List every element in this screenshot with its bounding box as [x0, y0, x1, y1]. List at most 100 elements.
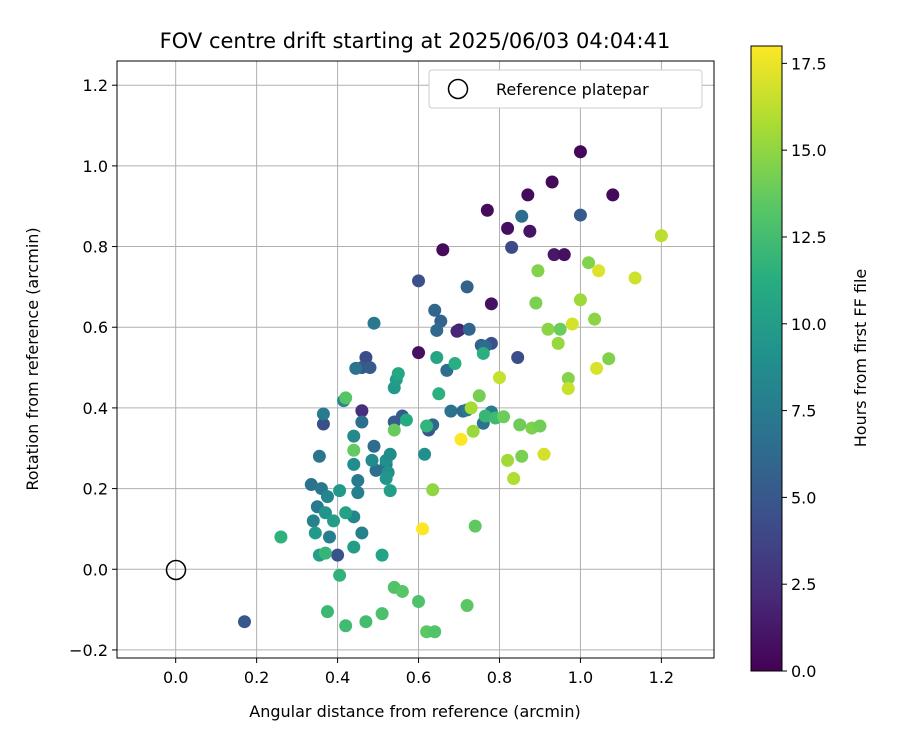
data-point	[444, 404, 458, 418]
data-point	[565, 317, 579, 331]
data-point	[359, 615, 373, 629]
data-point	[428, 625, 442, 639]
data-point	[606, 188, 620, 202]
data-point	[320, 605, 334, 619]
data-point	[339, 391, 353, 405]
data-point	[426, 483, 440, 497]
data-point	[573, 208, 587, 222]
x-tick-label: 0.2	[244, 668, 269, 687]
data-point	[515, 209, 529, 223]
data-point	[513, 418, 527, 432]
data-point	[460, 280, 474, 294]
data-point	[387, 423, 401, 437]
colorbar-tick-label: 12.5	[791, 228, 827, 247]
data-point	[351, 486, 365, 500]
colorbar-tick-label: 7.5	[791, 402, 816, 421]
grid-lines	[117, 61, 714, 658]
data-point	[551, 336, 565, 350]
legend-box	[428, 69, 703, 109]
data-point	[333, 484, 347, 498]
data-point	[412, 595, 426, 609]
y-axis-label: Rotation from reference (arcmin)	[23, 227, 42, 490]
y-tick-label: 0.4	[83, 399, 108, 418]
data-point	[561, 371, 575, 385]
data-point	[420, 419, 434, 433]
y-tick-label: 1.0	[83, 157, 108, 176]
data-point	[533, 419, 547, 433]
legend-marker-icon	[447, 78, 469, 100]
data-point	[654, 229, 668, 243]
data-point	[306, 514, 320, 528]
colorbar-tick-label: 17.5	[791, 54, 827, 73]
data-point	[460, 599, 474, 613]
data-point	[561, 382, 575, 396]
data-point	[545, 175, 559, 189]
legend: Reference platepar	[428, 69, 703, 109]
data-point	[375, 548, 389, 562]
data-point	[379, 471, 393, 485]
data-point	[347, 540, 361, 554]
data-point	[462, 322, 476, 336]
data-point	[322, 530, 336, 544]
colorbar-tick-label: 0.0	[791, 662, 816, 681]
data-point	[507, 471, 521, 485]
y-axis-ticks: −0.2 0.0 0.2 0.4 0.6 0.8 1.0 1.2	[69, 76, 117, 660]
colorbar: 0.0 2.5 5.0 7.5 10.0 12.5 15.0 17.5 Hours from …	[750, 45, 870, 681]
data-point	[430, 350, 444, 364]
data-point	[318, 506, 332, 520]
data-point	[557, 248, 571, 262]
data-point	[501, 453, 515, 467]
data-point	[511, 350, 525, 364]
x-tick-label: 0.4	[325, 668, 350, 687]
data-point	[448, 357, 462, 371]
data-point	[395, 584, 409, 598]
data-point	[237, 615, 251, 629]
colorbar-tick-label: 2.5	[791, 575, 816, 594]
data-point	[531, 264, 545, 278]
data-point	[399, 413, 413, 427]
data-point	[416, 522, 430, 536]
x-axis-label: Angular distance from reference (arcmin)	[249, 702, 580, 721]
data-point	[582, 256, 596, 270]
colorbar-ticks: 0.0 2.5 5.0 7.5 10.0 12.5 15.0 17.5	[782, 54, 827, 681]
data-point	[359, 350, 373, 364]
data-point	[553, 322, 567, 336]
colorbar-label: Hours from first FF file	[851, 269, 870, 448]
data-point	[492, 371, 506, 385]
data-point	[383, 484, 397, 498]
colorbar-tick-label: 5.0	[791, 488, 816, 507]
data-point	[588, 312, 602, 326]
data-point	[308, 526, 322, 540]
data-point	[363, 361, 377, 375]
data-point	[304, 478, 318, 492]
data-point	[355, 415, 369, 429]
data-points	[237, 145, 668, 639]
data-point	[497, 410, 511, 424]
data-point	[316, 417, 330, 431]
data-point	[316, 407, 330, 421]
x-tick-label: 0.0	[163, 668, 188, 687]
data-point	[339, 619, 353, 633]
data-point	[347, 457, 361, 471]
data-point	[347, 429, 361, 443]
data-point	[573, 145, 587, 159]
x-tick-label: 0.6	[406, 668, 431, 687]
data-point	[418, 447, 432, 461]
legend-label: Reference platepar	[496, 80, 649, 99]
data-point	[478, 409, 492, 423]
data-point	[365, 453, 379, 467]
data-point	[369, 463, 383, 477]
data-point	[320, 490, 334, 504]
data-point	[331, 548, 345, 562]
data-point	[351, 474, 365, 488]
data-point	[472, 389, 486, 403]
data-point	[523, 224, 537, 238]
data-point	[521, 188, 535, 202]
data-point	[547, 248, 561, 262]
data-point	[349, 361, 363, 375]
y-tick-label: 0.0	[83, 560, 108, 579]
data-point	[412, 274, 426, 288]
y-tick-label: −0.2	[69, 641, 108, 660]
data-point	[537, 447, 551, 461]
data-point	[529, 296, 543, 310]
